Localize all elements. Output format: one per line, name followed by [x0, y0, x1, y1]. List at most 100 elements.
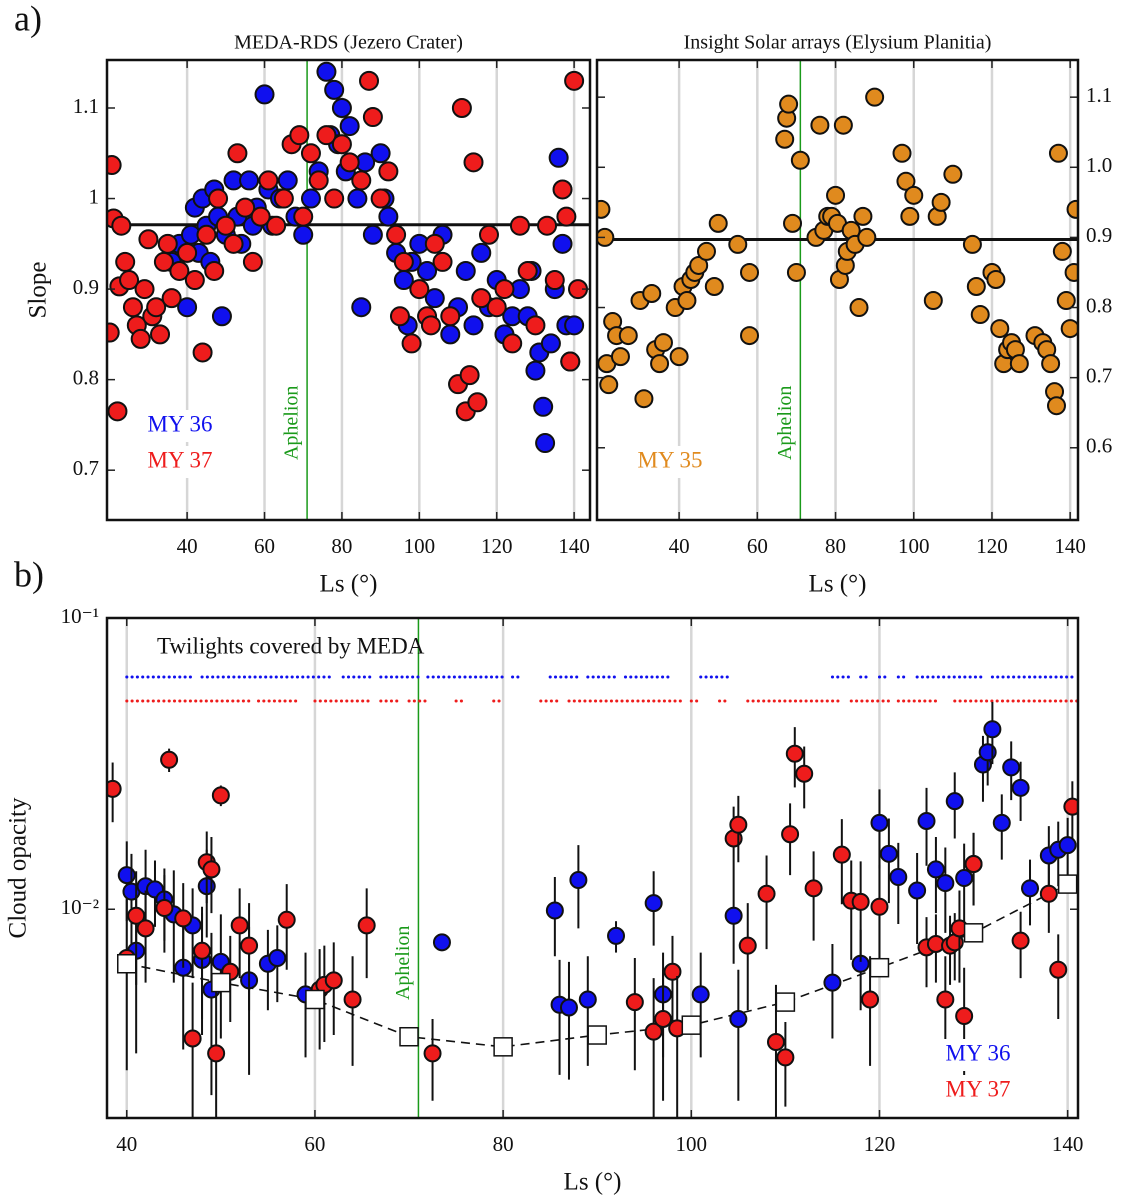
chart-title: Insight Solar arrays (Elysium Planitia) [684, 32, 992, 54]
legend-entry: MY 35 [638, 447, 703, 472]
data-point [211, 786, 230, 805]
data-point [1052, 241, 1072, 261]
data-point [107, 401, 128, 422]
data-point [728, 234, 748, 254]
x-tick-label: 80 [331, 534, 352, 558]
data-point [931, 192, 951, 212]
data-point [669, 347, 689, 367]
x-tick-label: 120 [976, 534, 1008, 558]
x-tick-label: 80 [493, 1132, 514, 1156]
x-tick-label: 40 [116, 1132, 137, 1156]
plot-area [597, 60, 1078, 520]
data-point [990, 319, 1010, 339]
data-point [300, 188, 321, 209]
data-point [409, 279, 430, 300]
x-tick-label: 140 [558, 534, 590, 558]
x-tick-label: 60 [254, 534, 275, 558]
data-point [691, 985, 710, 1004]
data-point [362, 107, 383, 128]
data-point [204, 260, 225, 281]
data-point [254, 84, 275, 105]
fit-marker [963, 923, 984, 943]
data-point [1056, 291, 1076, 311]
data-point [393, 251, 414, 272]
data-point [559, 998, 578, 1017]
data-point [740, 262, 760, 282]
fit-marker [305, 989, 325, 1010]
data-point [708, 213, 728, 233]
data-point [926, 860, 945, 879]
data-point [892, 143, 912, 163]
data-point [293, 224, 314, 245]
data-point [478, 224, 499, 245]
data-point [169, 260, 190, 281]
data-point [440, 306, 461, 327]
data-point [455, 260, 476, 281]
data-point [293, 206, 314, 227]
legend-background [132, 446, 228, 478]
data-point [964, 855, 983, 874]
data-point [370, 143, 391, 164]
data-point [432, 933, 451, 952]
panel-label: b) [14, 554, 44, 594]
data-point [378, 161, 399, 182]
aphelion-label: Aphelion [774, 386, 796, 460]
data-point [331, 134, 352, 155]
data-point [556, 206, 577, 227]
aphelion-label: Aphelion [392, 926, 414, 1000]
data-point [239, 170, 260, 191]
data-point [258, 170, 279, 191]
x-axis-label: Ls (°) [564, 1169, 622, 1196]
data-point [155, 898, 174, 917]
data-point [359, 70, 380, 91]
data-point [136, 919, 155, 938]
data-point [289, 125, 310, 146]
data-point [174, 909, 193, 928]
data-point [1060, 319, 1078, 339]
data-point [955, 1007, 974, 1026]
y-tick-label: 1.1 [1086, 83, 1112, 107]
data-point [266, 215, 287, 236]
data-point [634, 389, 654, 409]
data-point [300, 143, 321, 164]
data-point [779, 94, 799, 114]
fit-marker [399, 1026, 419, 1047]
y-tick-label: 1 [89, 184, 100, 208]
data-point [689, 255, 709, 275]
plot-area [107, 60, 590, 520]
data-point [870, 813, 889, 832]
data-point [331, 97, 352, 118]
data-point [119, 270, 140, 291]
data-point [729, 815, 748, 834]
y-tick-label: 0.6 [1086, 434, 1112, 458]
data-point [230, 916, 249, 935]
data-point [663, 962, 682, 981]
y-tick-label: 0.9 [73, 275, 99, 299]
data-point [161, 288, 182, 309]
data-point [202, 860, 221, 879]
legend-background [930, 1039, 1026, 1071]
fit-marker [869, 957, 890, 978]
data-point [451, 97, 472, 118]
data-point [127, 906, 146, 925]
data-point [889, 868, 908, 887]
x-axis-label: Ls (°) [320, 571, 378, 598]
legend-entry: MY 37 [148, 447, 213, 472]
data-point [324, 971, 343, 990]
fit-marker [1057, 874, 1078, 894]
data-point [273, 188, 294, 209]
data-point [879, 844, 898, 863]
data-point [440, 324, 461, 345]
data-point [370, 188, 391, 209]
data-point [160, 750, 179, 769]
data-point [790, 150, 810, 170]
data-point [625, 993, 644, 1012]
data-point [389, 306, 410, 327]
axes-frame [105, 58, 592, 522]
data-point [324, 188, 345, 209]
legend-background [132, 410, 228, 442]
data-point [177, 242, 198, 263]
legend-entry: MY 36 [946, 1040, 1011, 1065]
data-point [537, 215, 558, 236]
data-point [250, 206, 271, 227]
